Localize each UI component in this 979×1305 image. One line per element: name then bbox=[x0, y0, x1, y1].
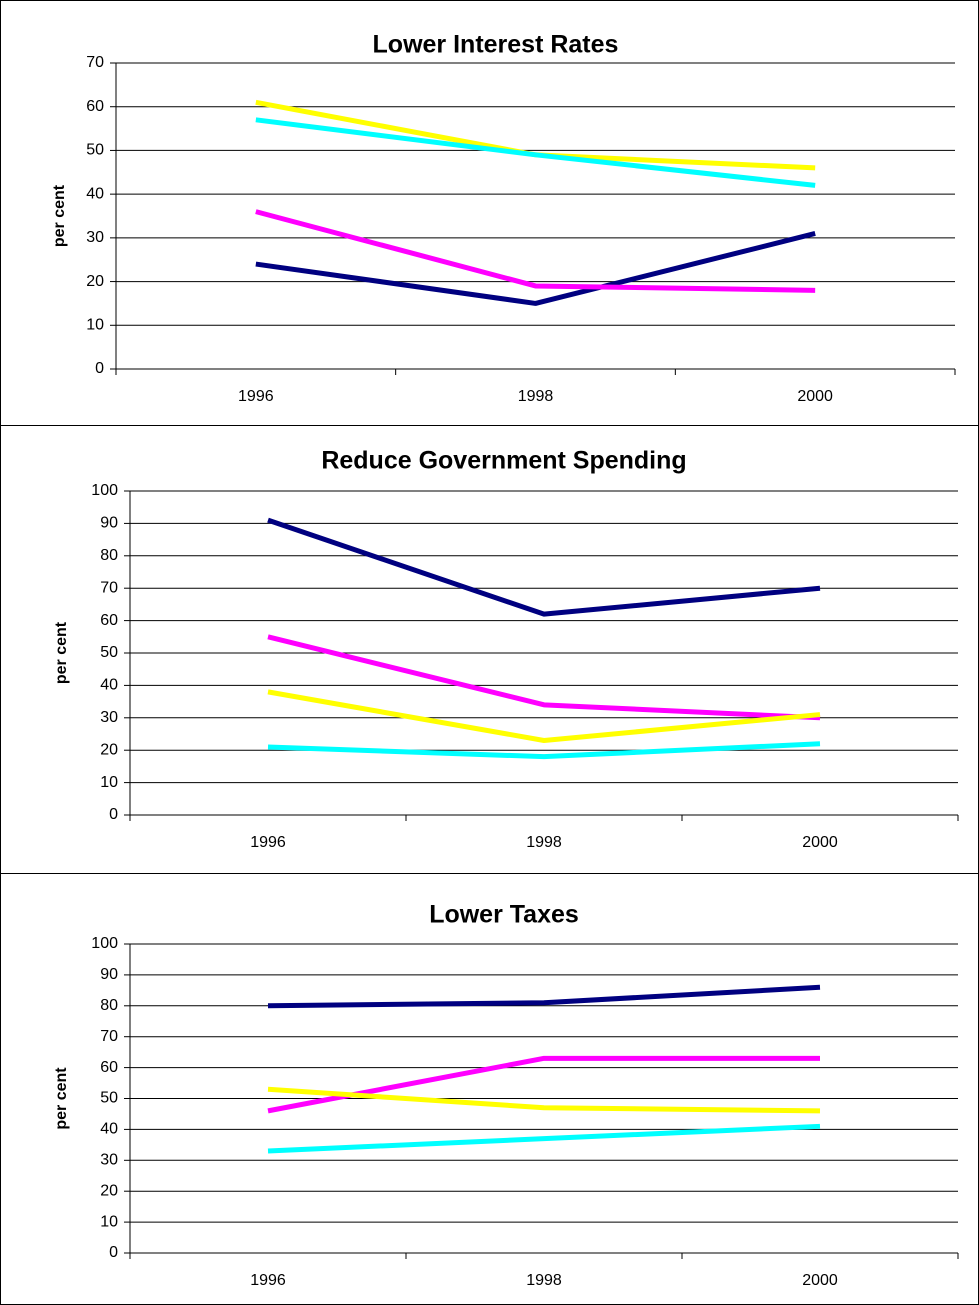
chart-title: Reduce Government Spending bbox=[321, 447, 686, 475]
x-tick-label: 2000 bbox=[797, 388, 833, 405]
x-tick-label: 1996 bbox=[238, 388, 274, 405]
y-tick-label: 10 bbox=[100, 774, 118, 791]
panel-border bbox=[0, 873, 979, 1305]
y-tick-label: 40 bbox=[100, 1121, 118, 1138]
y-tick-label: 50 bbox=[100, 1090, 118, 1107]
y-tick-label: 20 bbox=[100, 741, 118, 758]
y-tick-label: 80 bbox=[100, 547, 118, 564]
y-axis-label: per cent bbox=[53, 1067, 70, 1130]
panel-border bbox=[0, 425, 979, 874]
y-tick-label: 0 bbox=[95, 360, 104, 377]
y-tick-label: 30 bbox=[86, 229, 104, 246]
series-line bbox=[255, 209, 816, 293]
chart-title: Lower Taxes bbox=[429, 901, 579, 929]
y-tick-label: 50 bbox=[86, 142, 104, 159]
y-tick-label: 100 bbox=[91, 482, 118, 499]
y-tick-label: 30 bbox=[100, 709, 118, 726]
y-tick-label: 30 bbox=[100, 1152, 118, 1169]
y-tick-label: 10 bbox=[86, 317, 104, 334]
y-tick-label: 80 bbox=[100, 997, 118, 1014]
x-tick-label: 2000 bbox=[802, 834, 838, 851]
series-line bbox=[255, 99, 816, 171]
series-line bbox=[267, 1123, 821, 1154]
series-line bbox=[255, 117, 816, 188]
y-tick-label: 60 bbox=[100, 612, 118, 629]
y-tick-label: 40 bbox=[100, 677, 118, 694]
y-tick-label: 10 bbox=[100, 1213, 118, 1230]
y-tick-label: 20 bbox=[86, 273, 104, 290]
x-tick-label: 1996 bbox=[250, 1272, 286, 1289]
y-tick-label: 70 bbox=[100, 579, 118, 596]
series-line bbox=[267, 741, 821, 760]
series-line bbox=[267, 634, 821, 721]
panel-border bbox=[0, 0, 979, 426]
x-tick-label: 1998 bbox=[526, 1272, 562, 1289]
y-tick-label: 20 bbox=[100, 1182, 118, 1199]
x-tick-label: 1998 bbox=[518, 388, 554, 405]
y-tick-label: 90 bbox=[100, 515, 118, 532]
y-axis-label: per cent bbox=[51, 184, 68, 247]
series-line bbox=[267, 517, 821, 617]
y-tick-label: 100 bbox=[91, 935, 118, 952]
series-line bbox=[267, 1055, 820, 1114]
chart-title: Lower Interest Rates bbox=[373, 31, 619, 59]
y-tick-label: 70 bbox=[100, 1028, 118, 1045]
series-line bbox=[267, 689, 821, 743]
y-tick-label: 50 bbox=[100, 644, 118, 661]
y-tick-label: 0 bbox=[109, 806, 118, 823]
y-tick-label: 40 bbox=[86, 185, 104, 202]
y-tick-label: 70 bbox=[86, 54, 104, 71]
y-tick-label: 90 bbox=[100, 966, 118, 983]
series-line bbox=[267, 984, 821, 1009]
y-tick-label: 60 bbox=[100, 1059, 118, 1076]
series-line bbox=[255, 231, 816, 306]
y-axis-label: per cent bbox=[53, 621, 70, 684]
y-tick-label: 0 bbox=[109, 1244, 118, 1261]
x-tick-label: 1996 bbox=[250, 834, 286, 851]
series-line bbox=[267, 1086, 821, 1114]
x-tick-label: 1998 bbox=[526, 834, 562, 851]
y-tick-label: 60 bbox=[86, 98, 104, 115]
x-tick-label: 2000 bbox=[802, 1272, 838, 1289]
